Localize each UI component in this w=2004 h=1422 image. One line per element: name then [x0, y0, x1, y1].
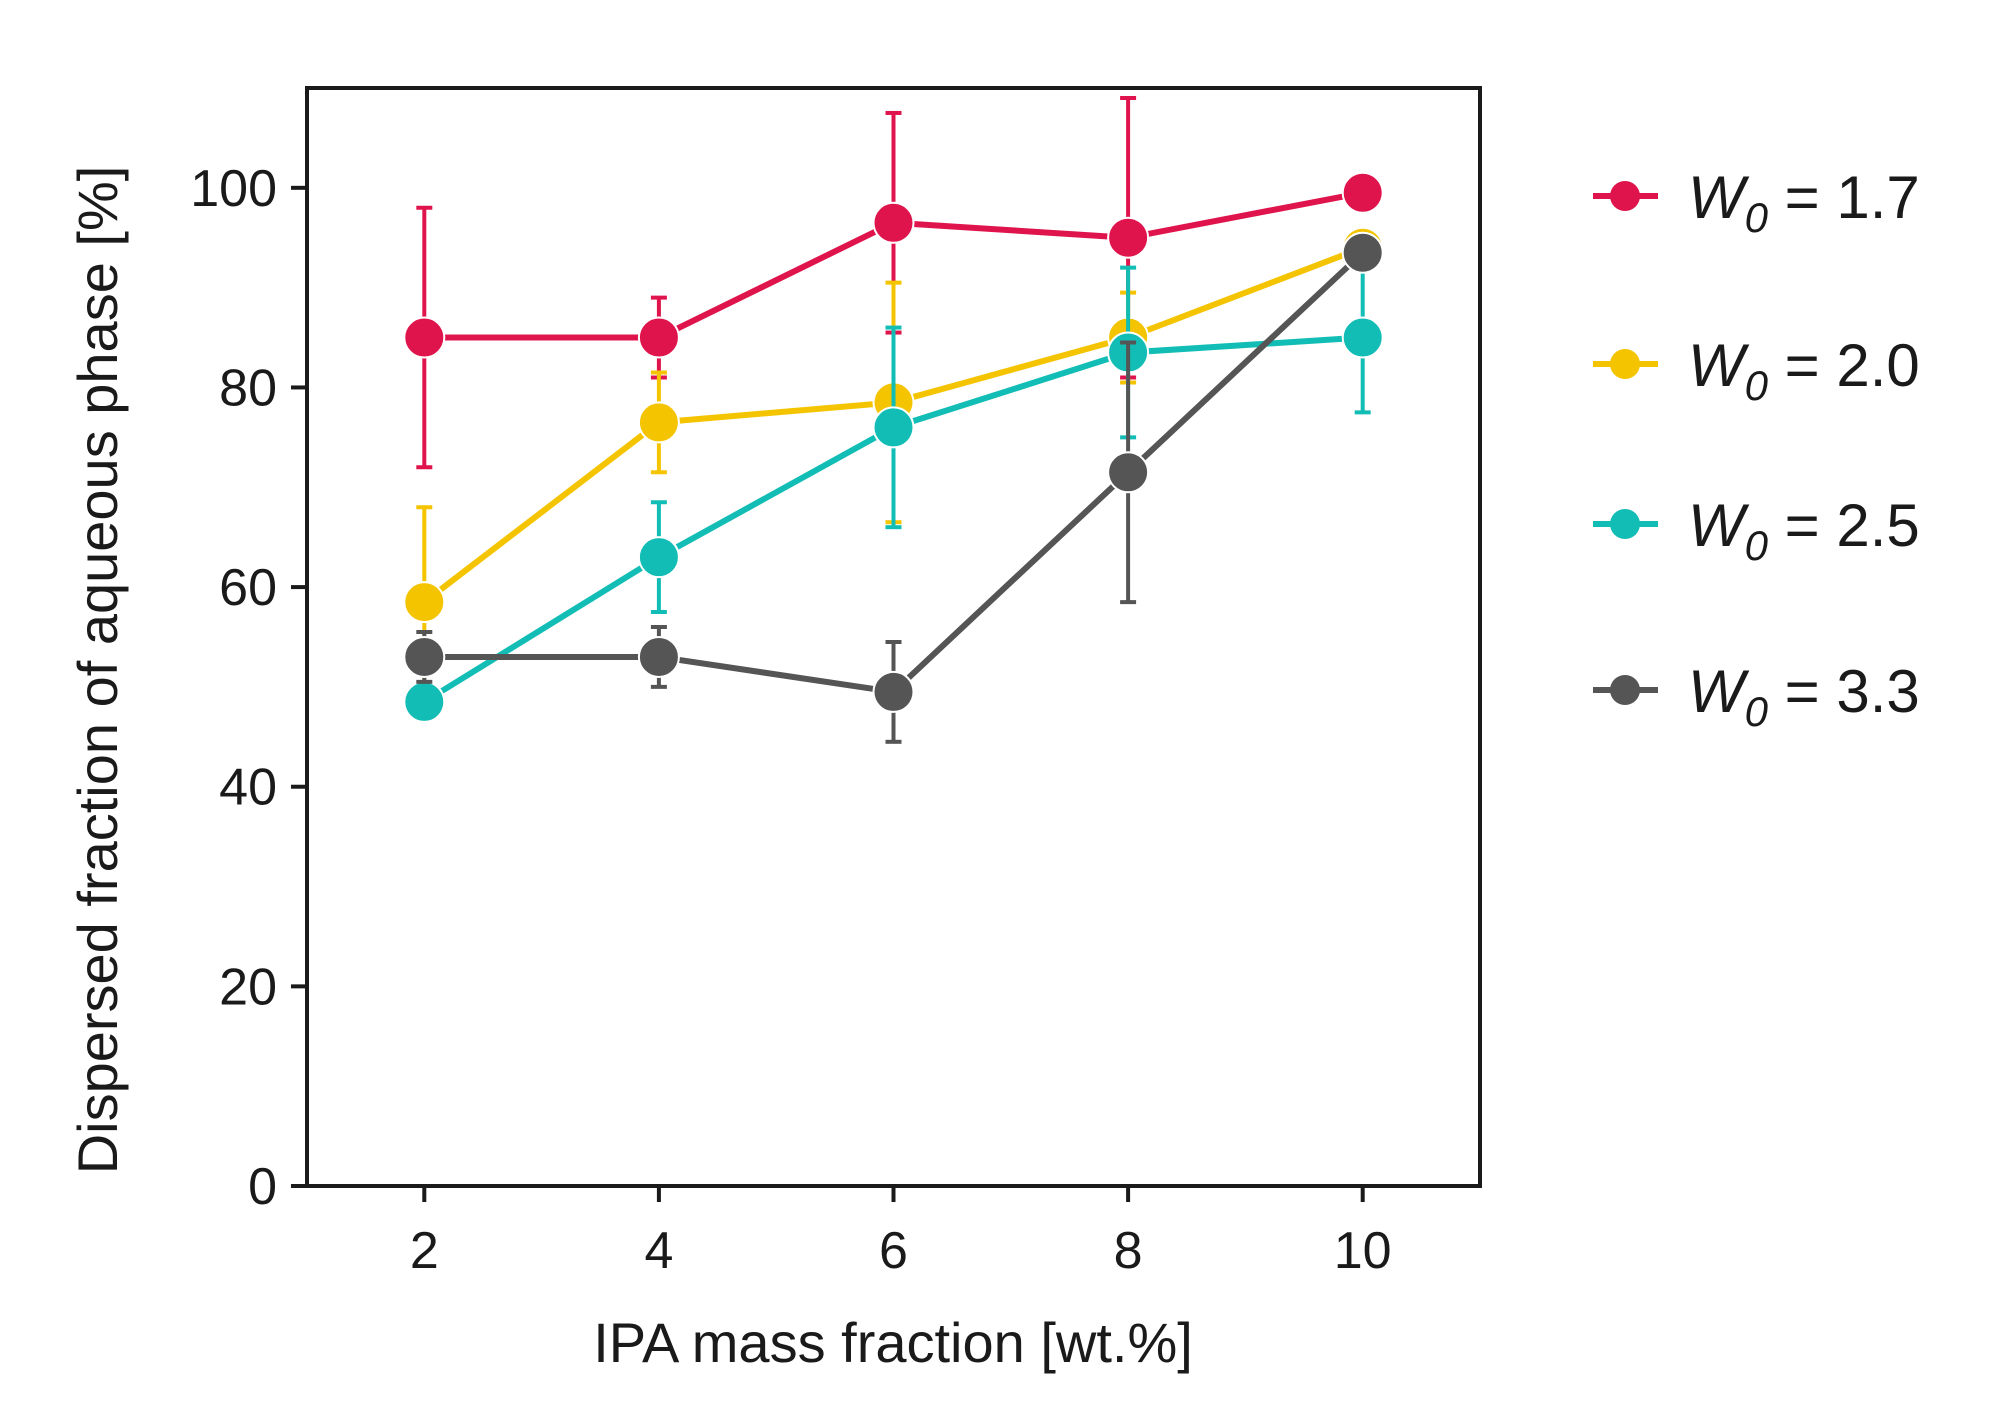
legend-value: = 2.5	[1768, 492, 1920, 559]
legend-subscript: 0	[1745, 362, 1769, 409]
series-4	[403, 231, 1384, 744]
legend-label: W0 = 2.0	[1688, 332, 1920, 409]
data-point	[637, 536, 680, 579]
y-axis-title: Dispersed fraction of aqueous phase [%]	[66, 166, 129, 1175]
legend-subscript: 0	[1745, 522, 1769, 569]
data-point	[403, 635, 446, 678]
data-point	[1341, 316, 1384, 359]
data-point	[1341, 171, 1384, 214]
legend-subscript: 0	[1745, 688, 1769, 735]
legend-value: = 3.3	[1768, 658, 1920, 725]
legend-label: W0 = 2.5	[1688, 492, 1920, 569]
data-point	[637, 401, 680, 444]
y-tick-label: 60	[219, 559, 277, 617]
y-tick-label: 20	[219, 958, 277, 1016]
x-axis-title: IPA mass fraction [wt.%]	[593, 1311, 1193, 1374]
data-point	[637, 316, 680, 359]
data-point	[403, 680, 446, 723]
legend: W0 = 1.7W0 = 2.0W0 = 2.5W0 = 3.3	[1593, 164, 1920, 735]
legend-value: = 2.0	[1768, 332, 1920, 399]
x-tick-label: 8	[1114, 1222, 1143, 1280]
legend-subscript: 0	[1745, 194, 1769, 241]
x-tick-label: 10	[1334, 1222, 1392, 1280]
data-point	[872, 406, 915, 449]
legend-symbol: W	[1688, 332, 1750, 399]
y-tick-label: 80	[219, 359, 277, 417]
data-point	[637, 635, 680, 678]
y-tick-label: 100	[190, 160, 277, 218]
data-point	[403, 316, 446, 359]
series-layer	[403, 95, 1384, 744]
data-point	[872, 201, 915, 244]
legend-symbol: W	[1688, 492, 1750, 559]
legend-marker	[1610, 349, 1640, 379]
legend-label: W0 = 3.3	[1688, 658, 1920, 735]
legend-value: = 1.7	[1768, 164, 1920, 231]
legend-marker	[1610, 675, 1640, 705]
legend-marker	[1610, 509, 1640, 539]
x-tick-label: 6	[879, 1222, 908, 1280]
data-point	[1107, 216, 1150, 259]
legend-symbol: W	[1688, 164, 1750, 231]
y-axis: 0 20 40 60 80 100	[190, 160, 307, 1216]
data-point	[403, 581, 446, 624]
legend-symbol: W	[1688, 658, 1750, 725]
data-point	[1341, 231, 1384, 274]
y-tick-label: 0	[248, 1158, 277, 1216]
y-tick-label: 40	[219, 759, 277, 817]
x-tick-label: 4	[644, 1222, 673, 1280]
x-axis: 2 4 6 8 10	[410, 1186, 1392, 1280]
data-point	[872, 670, 915, 713]
series-3	[403, 260, 1384, 723]
legend-marker	[1610, 181, 1640, 211]
legend-label: W0 = 1.7	[1688, 164, 1920, 241]
series-1	[403, 95, 1384, 470]
x-tick-label: 2	[410, 1222, 439, 1280]
data-point	[1107, 451, 1150, 494]
